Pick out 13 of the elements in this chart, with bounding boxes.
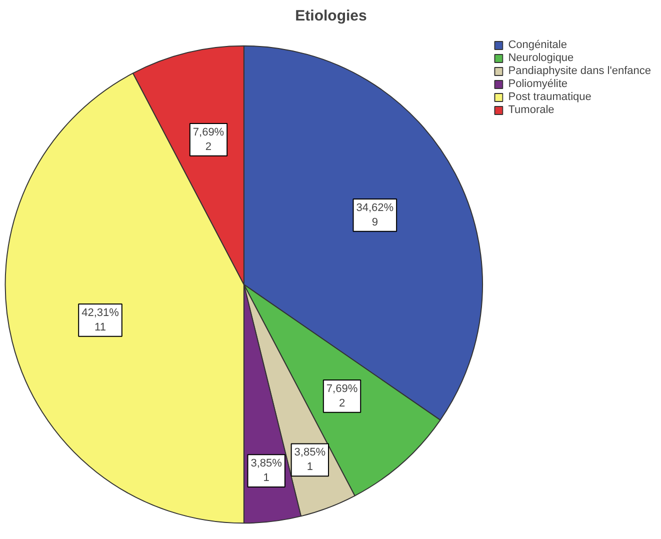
data-label: 42,31% 11: [82, 306, 120, 334]
legend-label: Pandiaphysite dans l'enfance: [508, 65, 651, 77]
legend-label: Tumorale: [508, 104, 554, 116]
data-label: 3,85% 1: [250, 458, 282, 484]
data-label: 7,69% 2: [326, 382, 358, 410]
data-label: 34,62% 9: [356, 202, 394, 228]
legend-label: Neurologique: [508, 52, 574, 64]
legend-label: Poliomyélite: [508, 78, 568, 90]
data-label: 7,69% 2: [192, 126, 224, 153]
chart-title: Etiologies: [295, 8, 367, 24]
legend-label: Post traumatique: [508, 91, 592, 103]
legend-label: Congénitale: [508, 39, 567, 51]
data-label: 3,85% 1: [294, 446, 326, 474]
